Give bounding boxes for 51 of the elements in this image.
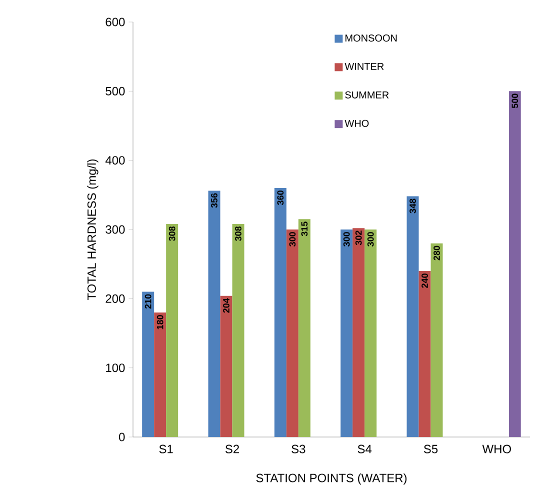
- y-tick-label: 0: [118, 432, 125, 442]
- y-tick-label: 300: [106, 225, 125, 234]
- bar: [286, 230, 298, 437]
- bar: [340, 230, 353, 437]
- data-label: 280: [434, 246, 440, 260]
- y-axis-title: TOTAL HARDNESS (mg/l): [87, 159, 98, 300]
- y-tick-label: 600: [106, 18, 125, 26]
- y-tick-label: 400: [105, 156, 125, 165]
- x-tick-label: S3: [292, 444, 306, 454]
- data-label: 300: [343, 232, 350, 247]
- bar: [298, 219, 310, 437]
- data-label: 240: [422, 274, 428, 288]
- bar: [508, 91, 521, 437]
- data-label: 180: [156, 315, 164, 330]
- legend-label: WHO: [344, 120, 369, 127]
- bar: [430, 243, 443, 437]
- data-label: 308: [235, 226, 242, 241]
- data-label: 302: [355, 230, 362, 246]
- bar: [232, 224, 244, 437]
- data-label: 308: [168, 226, 176, 241]
- x-tick-label: S5: [424, 444, 438, 454]
- y-tick-label: 200: [106, 294, 125, 303]
- data-label: 360: [277, 190, 284, 206]
- bar: [274, 188, 286, 437]
- bar: [364, 230, 377, 437]
- x-tick-label: S1: [159, 444, 173, 454]
- data-label: 315: [301, 222, 308, 236]
- x-tick-label: WHO: [482, 444, 511, 454]
- data-label: 210: [144, 294, 152, 309]
- bar: [142, 292, 154, 437]
- bar: [220, 296, 232, 437]
- y-tick-label: 100: [106, 364, 125, 372]
- bar: [166, 224, 178, 437]
- bar: [352, 228, 365, 437]
- y-tick-label: 500: [106, 86, 125, 96]
- data-label: 300: [367, 232, 374, 247]
- data-label: 204: [223, 298, 230, 313]
- bar: [154, 312, 166, 437]
- data-label: 500: [512, 94, 518, 108]
- bar: [208, 190, 220, 437]
- bar: [418, 271, 431, 437]
- data-label: 356: [211, 193, 218, 208]
- data-label: 348: [410, 198, 416, 214]
- x-axis-title: STATION POINTS (WATER): [256, 473, 407, 485]
- legend-label: SUMMER: [345, 91, 389, 98]
- data-label: 300: [289, 232, 296, 247]
- bar: [406, 196, 419, 437]
- x-tick-label: S4: [358, 444, 372, 454]
- legend-label: MONSOON: [346, 34, 397, 42]
- legend-label: WINTER: [344, 62, 384, 70]
- x-tick-label: S2: [225, 444, 239, 454]
